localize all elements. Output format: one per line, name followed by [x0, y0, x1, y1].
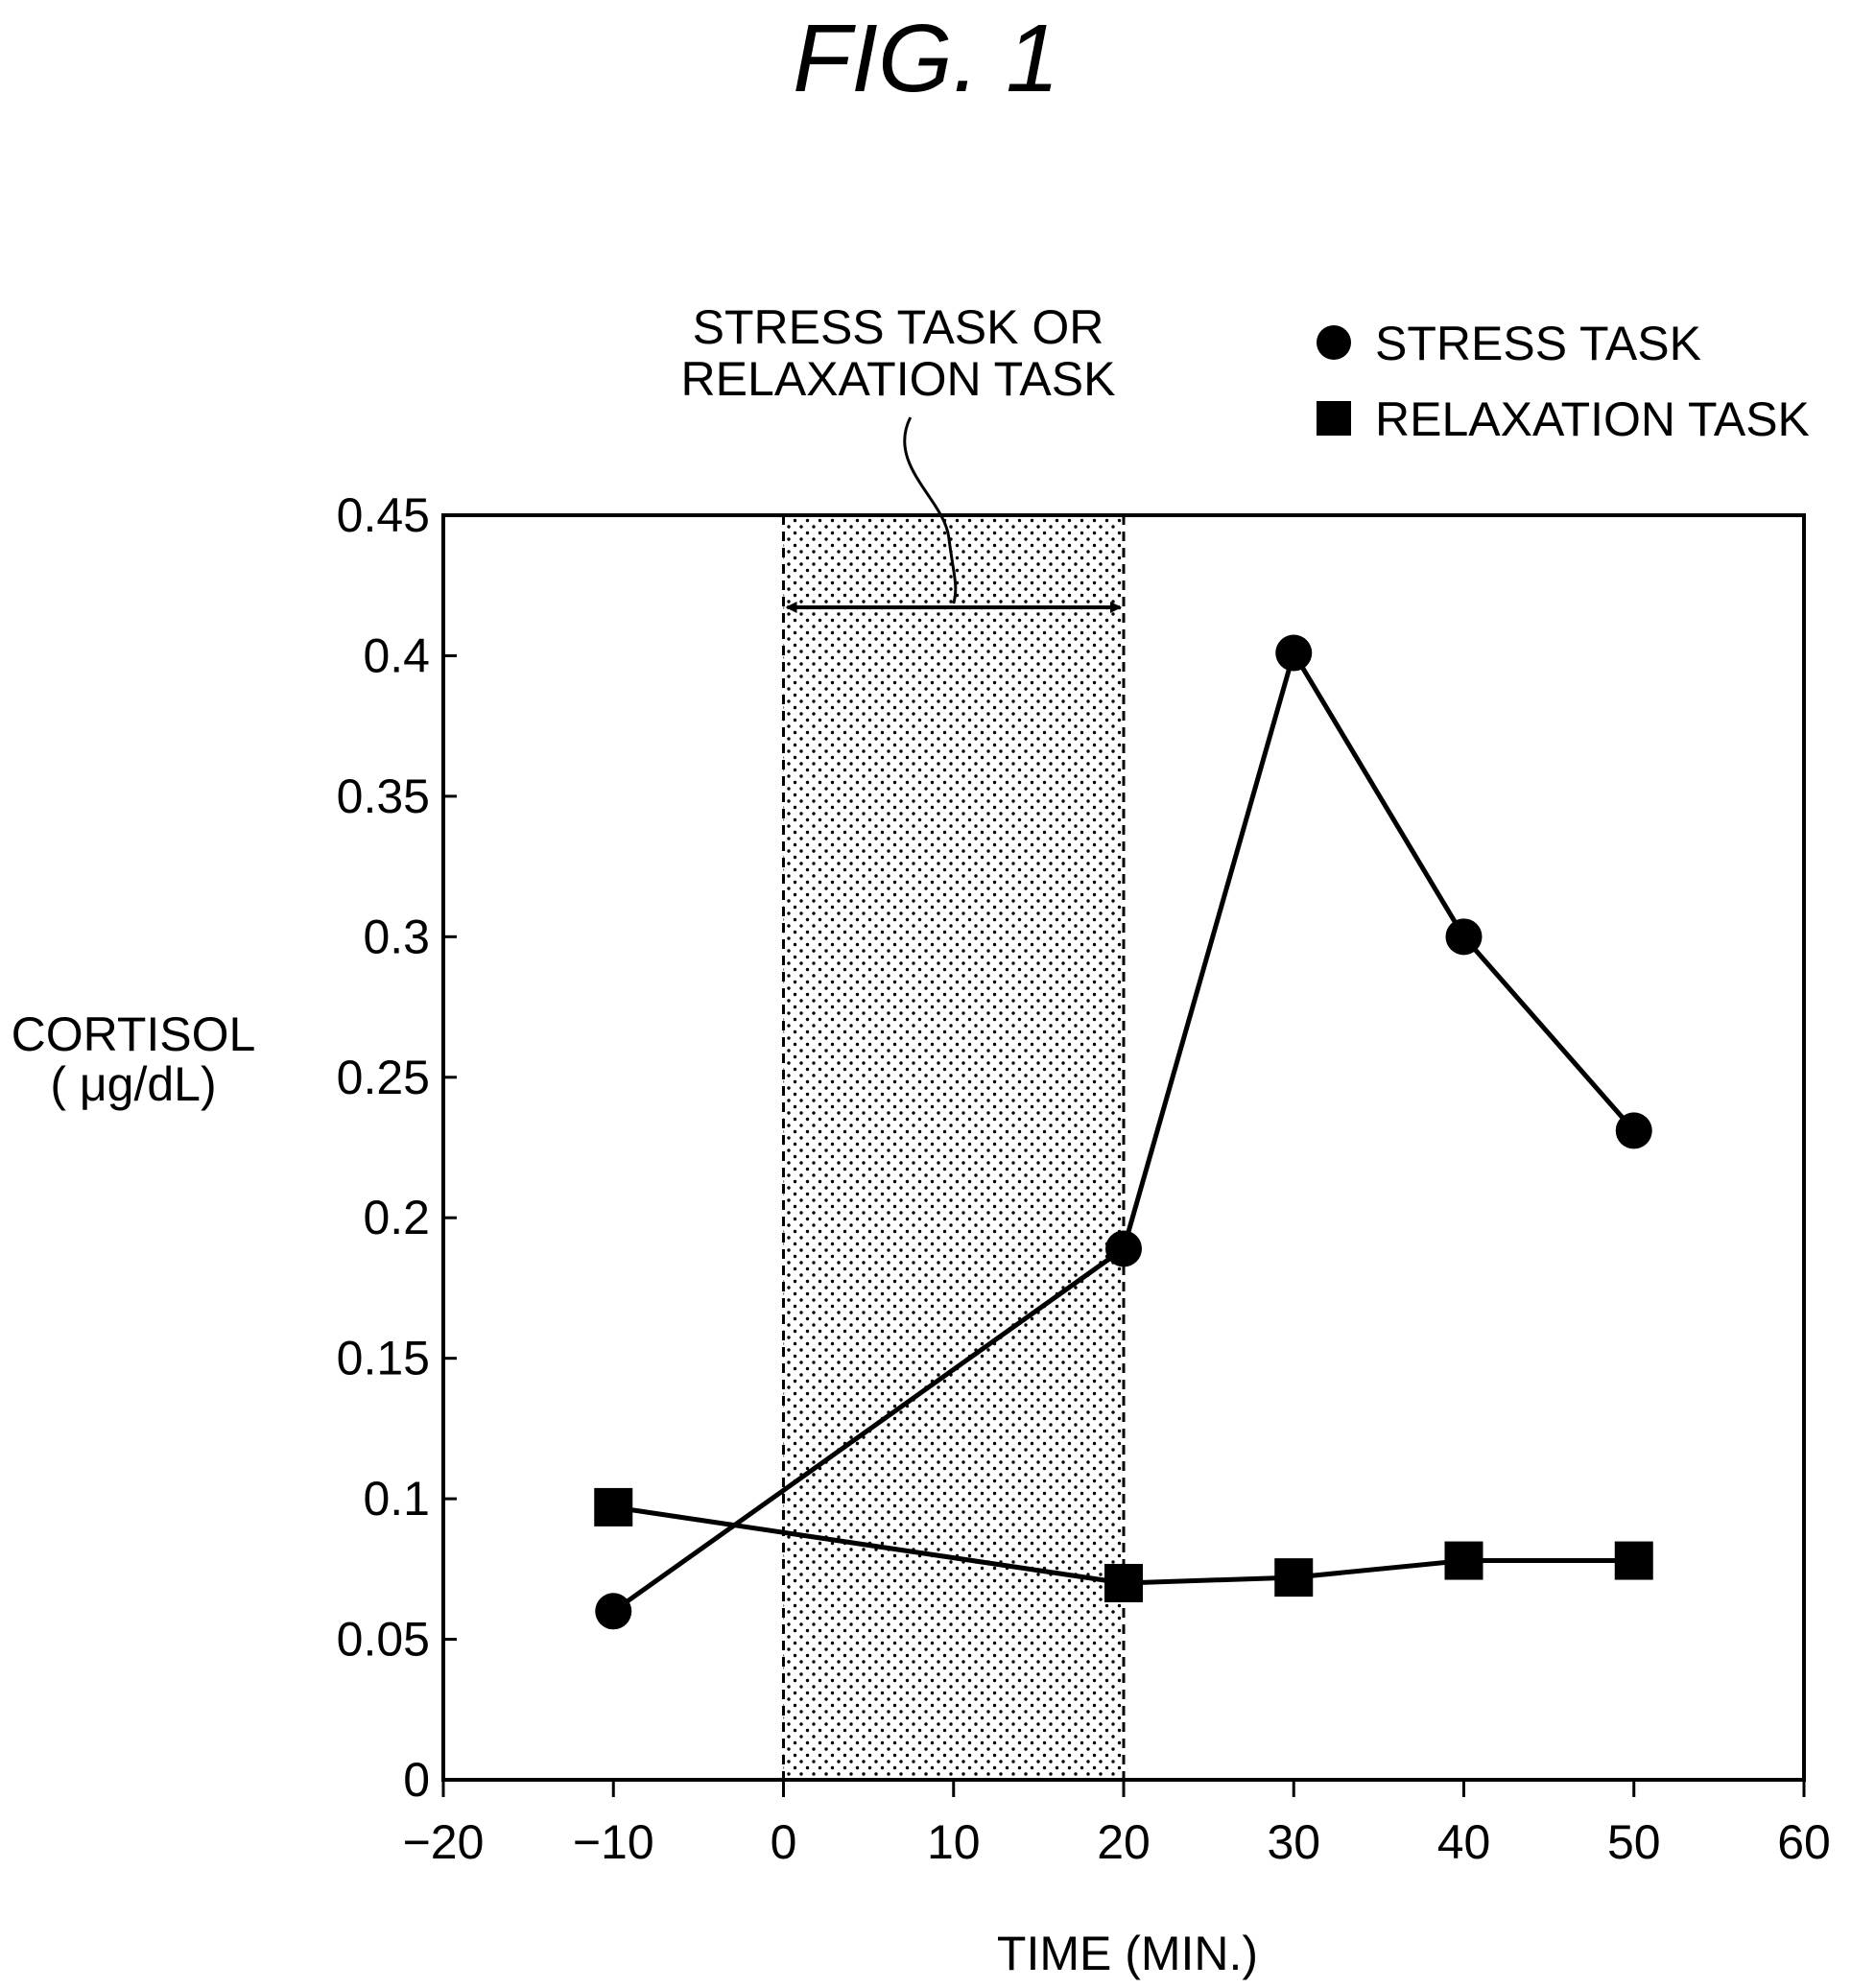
x-tick-label: 60: [1777, 1815, 1831, 1869]
legend: STRESS TASK RELAXATION TASK: [1317, 317, 1810, 446]
y-tick-label: 0.45: [337, 488, 430, 542]
y-tick-label: 0.4: [363, 628, 430, 682]
y-tick-label: 0.35: [337, 769, 430, 823]
stress-task-point: [1615, 1112, 1652, 1149]
y-tick-label: 0.25: [337, 1051, 430, 1104]
figure-title: FIG. 1: [793, 5, 1059, 112]
y-tick-label: 0.2: [363, 1191, 430, 1244]
stress-task-point: [1275, 634, 1313, 672]
legend-label-stress: STRESS TASK: [1375, 317, 1701, 370]
y-tick-label: 0: [403, 1753, 430, 1807]
legend-marker-stress: [1317, 325, 1351, 360]
shaded-task-region: [782, 515, 1126, 1780]
relaxation-task-point: [1614, 1541, 1653, 1580]
annotation-line-2: RELAXATION TASK: [681, 352, 1116, 406]
annotation-line-1: STRESS TASK OR: [693, 300, 1104, 354]
stress-task-point: [595, 1593, 632, 1630]
y-tick-label: 0.15: [337, 1332, 430, 1385]
x-tick-label: −20: [403, 1815, 485, 1869]
y-axis-label-line-1: CORTISOL: [12, 1007, 256, 1061]
y-tick-label: 0.3: [363, 910, 430, 963]
x-tick-label: 20: [1097, 1815, 1151, 1869]
x-tick-label: 40: [1437, 1815, 1491, 1869]
x-axis-label: TIME (MIN.): [997, 1927, 1258, 1980]
x-tick-label: 30: [1267, 1815, 1320, 1869]
annotation-leader-line: [903, 416, 958, 604]
stress-task-point: [1445, 918, 1483, 956]
relaxation-task-point: [1444, 1541, 1483, 1580]
x-tick-label: −10: [573, 1815, 654, 1869]
x-tick-label: 10: [927, 1815, 981, 1869]
y-tick-label: 0.1: [363, 1472, 430, 1526]
data-series: [594, 634, 1653, 1630]
relaxation-task-point: [1274, 1558, 1314, 1598]
relaxation-task-point: [1104, 1563, 1143, 1602]
plot-axes: 0 0.05 0.1 0.15 0.2 0.25 0.3 0.35 0.4 0.45 −20 −10 0…: [337, 488, 1831, 1869]
legend-label-relaxation: RELAXATION TASK: [1375, 392, 1810, 446]
relaxation-task-point: [594, 1487, 633, 1526]
x-tick-label: 50: [1607, 1815, 1661, 1869]
y-axis-label-line-2: ( μg/dL): [50, 1057, 216, 1111]
y-tick-label: 0.05: [337, 1613, 430, 1667]
legend-marker-relaxation: [1317, 401, 1351, 436]
stress-task-point: [1105, 1230, 1142, 1267]
annotation-arrow: [785, 416, 1122, 613]
shaded-region-fill: [783, 515, 1124, 1780]
x-tick-label: 0: [771, 1815, 797, 1869]
